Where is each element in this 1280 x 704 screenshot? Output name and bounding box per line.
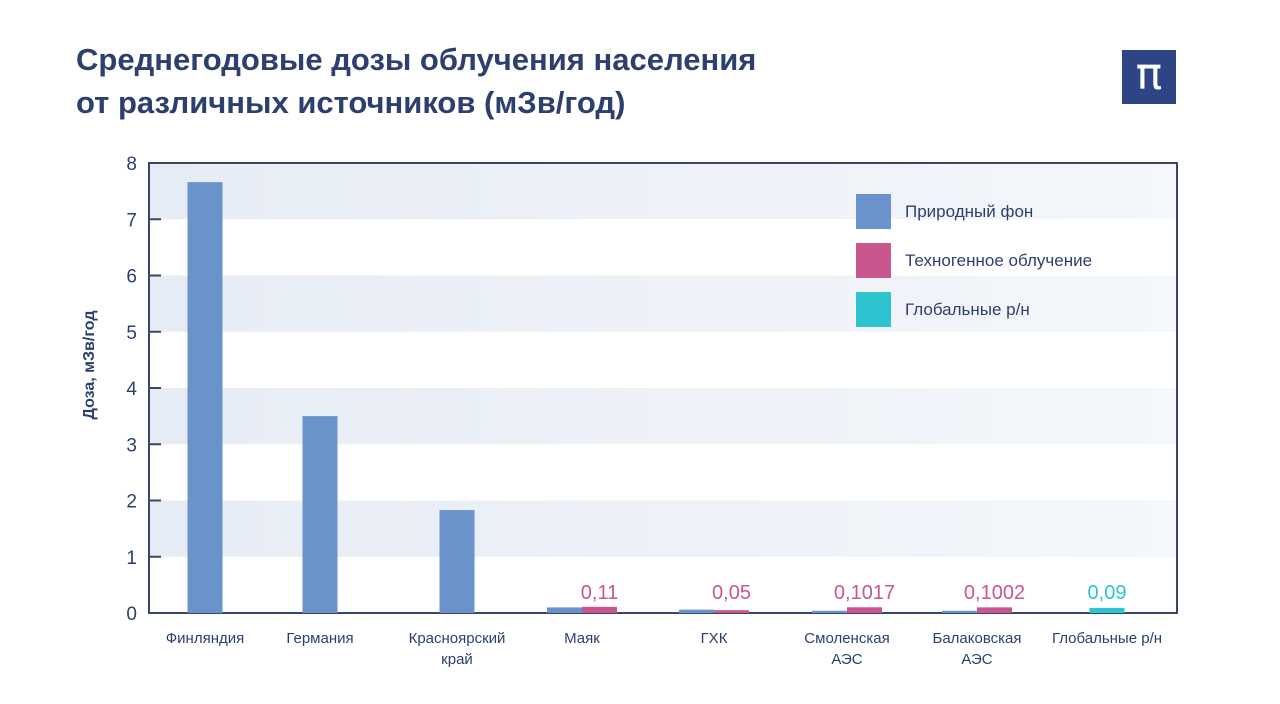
y-tick-label: 4 bbox=[126, 379, 137, 400]
grid-band bbox=[149, 163, 1177, 220]
x-tick-label: Маяк bbox=[564, 630, 600, 647]
legend: Природный фон Техногенное облучение Глоб… bbox=[856, 194, 1092, 341]
data-label: 0,11 bbox=[581, 582, 618, 604]
bar-1 bbox=[582, 606, 617, 613]
x-tick-label: край bbox=[441, 651, 473, 668]
logo: π bbox=[1122, 50, 1176, 104]
x-tick-label: Балаковская bbox=[932, 630, 1021, 647]
data-label: 0,1002 bbox=[964, 582, 1025, 604]
x-tick-label: АЭС bbox=[831, 651, 862, 668]
bar-0 bbox=[679, 609, 714, 613]
title-line-2: от различных источников (мЗв/год) bbox=[76, 85, 626, 120]
legend-label: Техногенное облучение bbox=[905, 250, 1093, 270]
x-tick-label: Глобальные р/н bbox=[1052, 630, 1162, 647]
bar-2 bbox=[1089, 607, 1125, 613]
y-tick-label: 0 bbox=[126, 604, 137, 625]
bar-0 bbox=[439, 510, 475, 613]
x-tick-label: Германия bbox=[286, 630, 353, 647]
legend-item-global: Глобальные р/н bbox=[856, 292, 1092, 327]
y-tick-label: 6 bbox=[126, 267, 137, 288]
legend-swatch bbox=[856, 292, 891, 327]
title-line-1: Среднегодовые дозы облучения населения bbox=[76, 42, 757, 77]
x-tick-label: Финляндия bbox=[166, 630, 244, 647]
legend-swatch bbox=[856, 243, 891, 278]
x-tick-label: Красноярский bbox=[409, 630, 506, 647]
legend-item-natural: Природный фон bbox=[856, 194, 1092, 229]
bar-1 bbox=[847, 607, 882, 613]
legend-swatch bbox=[856, 194, 891, 229]
y-tick-label: 7 bbox=[126, 210, 137, 231]
grid-band bbox=[149, 275, 1177, 332]
data-label: 0,09 bbox=[1088, 582, 1127, 604]
bar-1 bbox=[977, 607, 1012, 613]
bar-0 bbox=[812, 610, 847, 613]
y-tick-label: 8 bbox=[126, 154, 137, 175]
bar-1 bbox=[714, 610, 749, 613]
bar-0 bbox=[547, 607, 582, 613]
x-tick-label: Смоленская bbox=[804, 630, 889, 647]
y-tick-label: 3 bbox=[126, 435, 137, 456]
y-tick-label: 5 bbox=[126, 323, 137, 344]
data-label: 0,05 bbox=[712, 582, 751, 604]
y-axis-label: Доза, мЗв/год bbox=[81, 311, 98, 420]
legend-label: Глобальные р/н bbox=[905, 299, 1030, 319]
bar-0 bbox=[302, 416, 338, 613]
bar-0 bbox=[187, 182, 223, 613]
legend-item-technogenic: Техногенное облучение bbox=[856, 243, 1092, 278]
x-tick-label: ГХК bbox=[701, 630, 728, 647]
data-label: 0,1017 bbox=[834, 582, 895, 604]
legend-label: Природный фон bbox=[905, 201, 1034, 221]
bar-0 bbox=[942, 610, 977, 613]
x-tick-label: АЭС bbox=[961, 651, 992, 668]
y-tick-label: 2 bbox=[126, 492, 137, 513]
page-title: Среднегодовые дозы облучения населения о… bbox=[76, 38, 756, 124]
y-tick-label: 1 bbox=[126, 548, 137, 569]
